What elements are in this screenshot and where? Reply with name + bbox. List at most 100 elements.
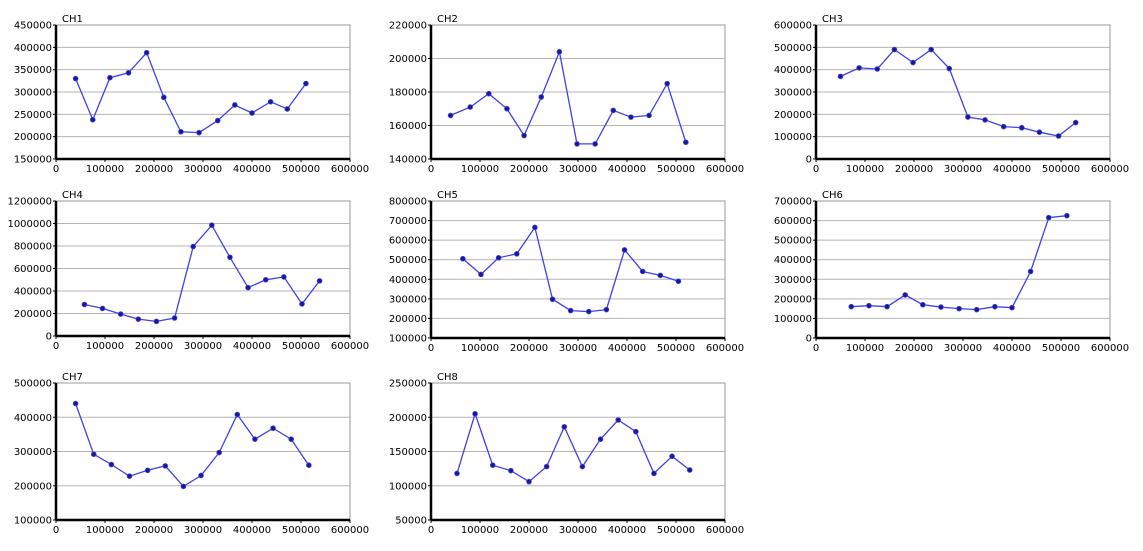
x-tick-label: 300000 bbox=[184, 525, 222, 536]
y-tick-label: 150000 bbox=[389, 447, 427, 458]
data-point bbox=[249, 110, 255, 116]
chart-ch3: 0 100000 200000 300000 400000 500000 600000 0 10… bbox=[774, 14, 1129, 175]
data-point bbox=[125, 69, 132, 76]
x-tick-label: 200000 bbox=[895, 164, 933, 175]
chart-title: CH2 bbox=[437, 14, 458, 25]
data-point bbox=[910, 59, 916, 66]
chart-ch4: 0 200000 400000 600000 800000 1000000 1200000 0… bbox=[7, 190, 369, 352]
data-point bbox=[651, 470, 657, 477]
data-point bbox=[621, 247, 628, 253]
y-tick-label: 1000000 bbox=[7, 219, 52, 230]
data-point bbox=[178, 128, 184, 135]
chart-title: CH7 bbox=[62, 372, 83, 383]
data-point bbox=[526, 478, 532, 485]
chart-ch1: 150000 200000 250000 300000 350000 400000 4500… bbox=[14, 14, 369, 175]
chart-title: CH5 bbox=[437, 190, 458, 201]
data-point bbox=[639, 268, 646, 275]
x-tick-label: 400000 bbox=[608, 525, 646, 536]
data-point bbox=[610, 107, 617, 114]
x-tick-label: 600000 bbox=[331, 341, 369, 352]
data-point bbox=[669, 453, 675, 460]
data-point bbox=[288, 436, 295, 442]
data-point bbox=[1055, 133, 1062, 139]
x-tick-label: 100000 bbox=[461, 164, 499, 175]
y-tick-label: 200000 bbox=[14, 309, 52, 320]
chart-title: CH1 bbox=[62, 14, 83, 25]
y-tick-label: 250000 bbox=[389, 379, 427, 390]
series-line bbox=[450, 49, 687, 145]
y-tick-label: 180000 bbox=[389, 88, 427, 99]
data-point bbox=[209, 222, 215, 228]
y-tick-label: 0 bbox=[806, 334, 812, 345]
data-point bbox=[180, 483, 187, 490]
y-tick-label: 50000 bbox=[395, 516, 427, 527]
x-tick-label: 500000 bbox=[657, 164, 695, 175]
data-point bbox=[585, 308, 592, 315]
x-tick-label: 200000 bbox=[135, 525, 173, 536]
data-point bbox=[1009, 304, 1015, 311]
data-point bbox=[874, 66, 881, 72]
data-point bbox=[597, 436, 604, 442]
y-tick-label: 800000 bbox=[14, 242, 52, 253]
data-point bbox=[615, 417, 621, 423]
y-tick-label: 100000 bbox=[14, 516, 52, 527]
x-tick-label: 600000 bbox=[331, 525, 369, 536]
data-point bbox=[460, 255, 466, 262]
x-tick-label: 400000 bbox=[233, 525, 271, 536]
y-tick-label: 100000 bbox=[389, 334, 427, 345]
y-tick-label: 700000 bbox=[389, 216, 427, 227]
chart-title: CH8 bbox=[437, 372, 458, 383]
data-point bbox=[270, 425, 276, 432]
data-point bbox=[117, 311, 124, 317]
x-tick-label: 200000 bbox=[895, 343, 933, 354]
x-tick-label: 400000 bbox=[608, 164, 646, 175]
y-tick-label: 0 bbox=[46, 332, 52, 343]
chart-title: CH4 bbox=[62, 190, 83, 201]
chart-ch5: 100000 200000 300000 400000 500000 600000 7000… bbox=[389, 190, 744, 354]
data-point bbox=[982, 117, 988, 123]
data-point bbox=[214, 117, 221, 124]
data-point bbox=[198, 472, 204, 479]
x-tick-label: 200000 bbox=[510, 525, 548, 536]
data-point bbox=[489, 462, 496, 468]
data-point bbox=[126, 473, 133, 479]
data-point bbox=[633, 428, 639, 435]
data-point bbox=[556, 48, 563, 55]
x-tick-label: 600000 bbox=[331, 164, 369, 175]
y-tick-label: 300000 bbox=[14, 88, 52, 99]
data-point bbox=[928, 46, 934, 53]
data-point bbox=[89, 116, 96, 123]
data-point bbox=[153, 318, 160, 325]
x-tick-label: 500000 bbox=[282, 164, 320, 175]
x-tick-label: 300000 bbox=[944, 164, 982, 175]
y-tick-label: 160000 bbox=[389, 121, 427, 132]
data-point bbox=[161, 94, 167, 101]
data-point bbox=[682, 139, 689, 146]
data-point bbox=[90, 451, 97, 458]
x-tick-label: 300000 bbox=[184, 341, 222, 352]
x-tick-label: 600000 bbox=[706, 164, 744, 175]
data-point bbox=[549, 296, 556, 303]
x-tick-label: 400000 bbox=[608, 343, 646, 354]
y-tick-label: 200000 bbox=[774, 294, 812, 305]
x-tick-label: 500000 bbox=[282, 525, 320, 536]
data-point bbox=[143, 49, 150, 56]
data-point bbox=[920, 301, 926, 308]
y-tick-label: 400000 bbox=[774, 65, 812, 76]
data-point bbox=[262, 276, 269, 283]
data-point bbox=[171, 315, 178, 321]
y-tick-label: 350000 bbox=[14, 65, 52, 76]
data-point bbox=[664, 80, 670, 87]
data-point bbox=[196, 129, 202, 136]
chart-ch2: 140000 160000 180000 200000 220000 0 100000 200… bbox=[389, 14, 744, 175]
y-tick-label: 800000 bbox=[389, 197, 427, 208]
x-tick-label: 0 bbox=[53, 525, 59, 536]
data-point bbox=[190, 243, 197, 250]
x-tick-label: 300000 bbox=[184, 164, 222, 175]
y-tick-label: 400000 bbox=[14, 43, 52, 54]
y-tick-label: 500000 bbox=[389, 255, 427, 266]
x-tick-label: 0 bbox=[428, 525, 434, 536]
series-line bbox=[75, 51, 307, 134]
data-point bbox=[1064, 212, 1070, 219]
